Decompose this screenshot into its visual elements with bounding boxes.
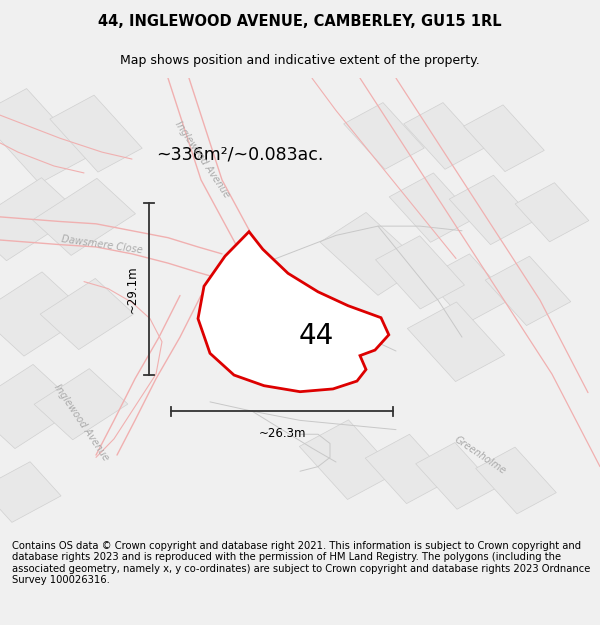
Polygon shape (365, 434, 451, 504)
Polygon shape (389, 173, 475, 242)
Text: Map shows position and indicative extent of the property.: Map shows position and indicative extent… (120, 54, 480, 68)
Text: ~29.1m: ~29.1m (125, 265, 139, 313)
Polygon shape (0, 272, 88, 356)
Polygon shape (485, 256, 571, 326)
Text: 44, INGLEWOOD AVENUE, CAMBERLEY, GU15 1RL: 44, INGLEWOOD AVENUE, CAMBERLEY, GU15 1R… (98, 14, 502, 29)
Polygon shape (416, 442, 496, 509)
Polygon shape (376, 236, 464, 309)
Text: Greenholme: Greenholme (452, 434, 508, 476)
Polygon shape (198, 232, 389, 392)
Polygon shape (515, 182, 589, 242)
Polygon shape (0, 89, 89, 183)
Polygon shape (32, 178, 136, 256)
Text: Dawsmere Close: Dawsmere Close (61, 234, 143, 255)
Polygon shape (0, 462, 61, 522)
Polygon shape (404, 102, 484, 169)
Text: ~26.3m: ~26.3m (258, 427, 306, 440)
Text: Inglewood Avenue: Inglewood Avenue (173, 119, 232, 199)
Polygon shape (259, 286, 353, 361)
Text: 44: 44 (298, 322, 334, 351)
Polygon shape (320, 213, 424, 295)
Polygon shape (40, 279, 134, 349)
Polygon shape (0, 364, 79, 449)
Polygon shape (407, 302, 505, 381)
Text: ~336m²/~0.083ac.: ~336m²/~0.083ac. (156, 146, 323, 163)
Polygon shape (344, 102, 424, 169)
Polygon shape (476, 447, 556, 514)
Polygon shape (50, 95, 142, 172)
Polygon shape (464, 105, 544, 172)
Polygon shape (425, 254, 511, 323)
Polygon shape (0, 177, 80, 261)
Text: Inglewood Avenue: Inglewood Avenue (52, 382, 110, 462)
Polygon shape (34, 369, 128, 440)
Polygon shape (449, 175, 535, 244)
Text: Contains OS data © Crown copyright and database right 2021. This information is : Contains OS data © Crown copyright and d… (12, 541, 590, 586)
Polygon shape (299, 420, 397, 499)
